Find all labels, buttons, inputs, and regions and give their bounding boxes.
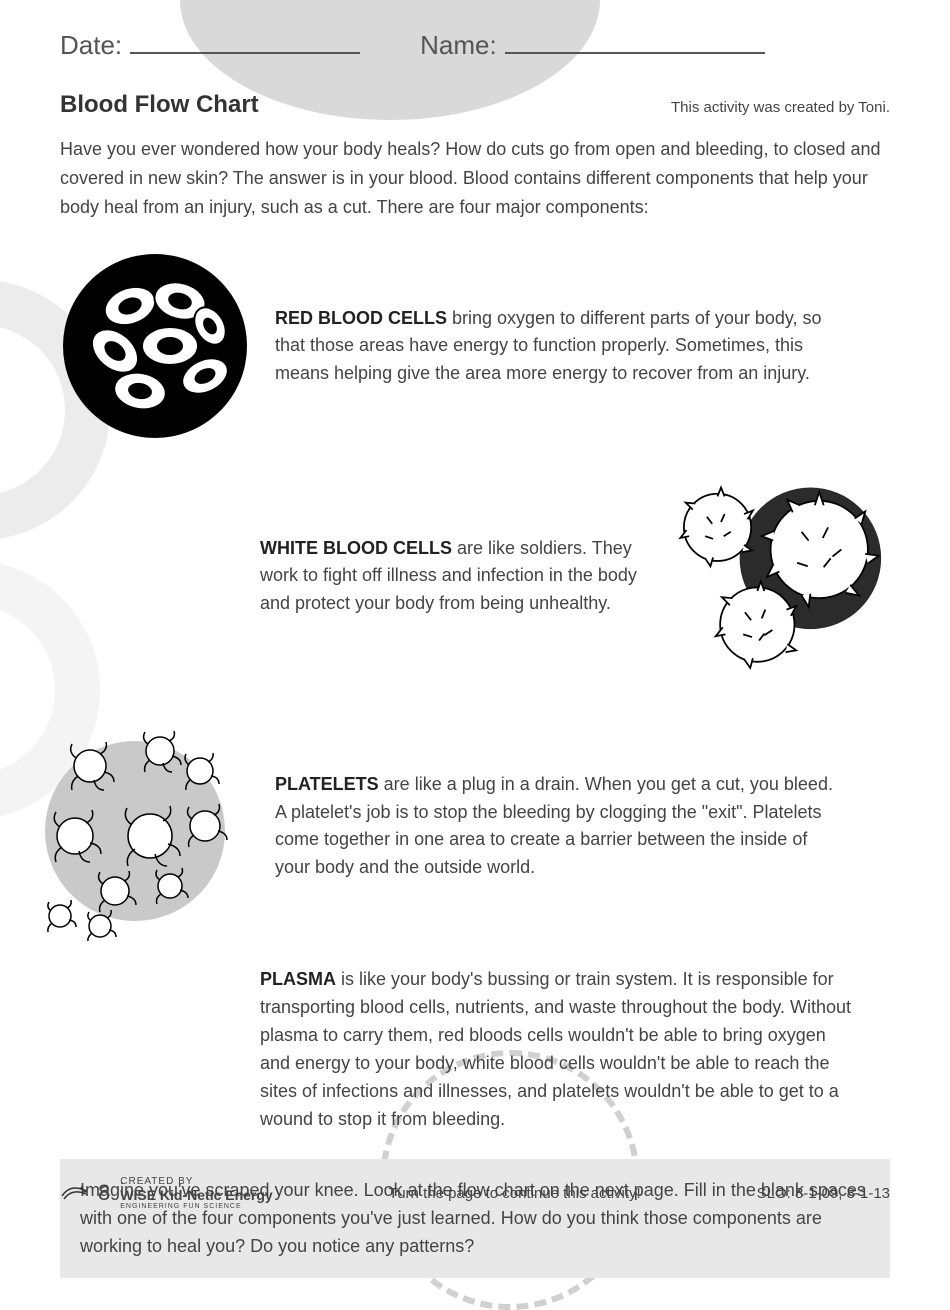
name-label: Name: xyxy=(420,30,497,61)
platelets-label: PLATELETS xyxy=(275,774,379,794)
component-platelets: PLATELETS are like a plug in a drain. Wh… xyxy=(60,711,890,941)
slo-code: SLO: 8-1-09, 8-1-13 xyxy=(757,1185,890,1202)
credit-text: This activity was created by Toni. xyxy=(671,99,890,116)
component-wbc: WHITE BLOOD CELLS are like soldiers. The… xyxy=(260,466,890,686)
page-title: Blood Flow Chart xyxy=(60,91,259,119)
page-number: 8 xyxy=(98,1180,110,1206)
intro-paragraph: Have you ever wondered how your body hea… xyxy=(60,135,890,221)
date-label: Date: xyxy=(60,30,122,61)
component-rbc: RED BLOOD CELLS bring oxygen to differen… xyxy=(60,251,890,441)
turn-page-text: Turn the page to continue this activity! xyxy=(389,1185,641,1202)
plasma-text: is like your body's bussing or train sys… xyxy=(260,969,851,1128)
brand-subtitle: ENGINEERING FUN SCIENCE xyxy=(120,1203,272,1210)
worksheet-header: Date: Name: xyxy=(60,30,890,61)
brand-name: WISE Kid-Netic Energy xyxy=(120,1187,272,1203)
platelets-icon xyxy=(30,711,250,941)
wbc-label: WHITE BLOOD CELLS xyxy=(260,538,452,558)
white-blood-cells-icon xyxy=(660,466,890,686)
name-input-line[interactable] xyxy=(505,52,765,54)
component-plasma: PLASMA is like your body's bussing or tr… xyxy=(260,966,890,1133)
red-blood-cells-icon xyxy=(60,251,250,441)
footer-logo-icon xyxy=(60,1182,88,1204)
created-by-label: CREATED BY xyxy=(120,1176,272,1187)
rbc-label: RED BLOOD CELLS xyxy=(275,308,447,328)
page-footer: 8 CREATED BY WISE Kid-Netic Energy ENGIN… xyxy=(0,1176,950,1210)
date-input-line[interactable] xyxy=(130,52,360,54)
plasma-label: PLASMA xyxy=(260,969,336,989)
